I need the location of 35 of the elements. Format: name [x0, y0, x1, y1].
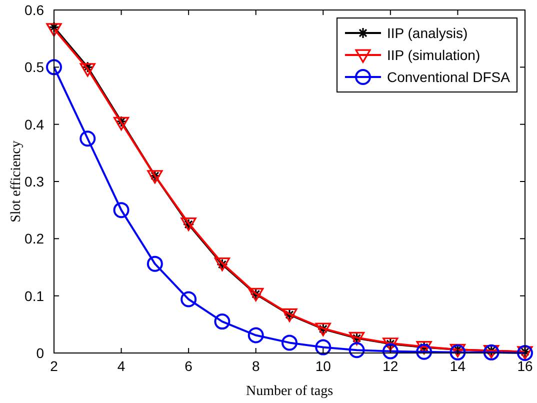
y-tick-label: 0.4 [24, 116, 44, 132]
point [315, 339, 332, 356]
point [416, 344, 432, 360]
x-tick-label: 4 [117, 358, 126, 374]
point [113, 116, 130, 130]
y-axis-title: Slot efficiency [9, 140, 24, 222]
point [80, 130, 96, 147]
point [113, 202, 130, 218]
point [80, 63, 96, 77]
y-tick-label: 0.3 [24, 174, 44, 190]
x-tick-label: 8 [252, 358, 260, 374]
point [282, 334, 298, 351]
legend-label: IIP (simulation) [387, 47, 480, 63]
x-axis-title: Number of tags [246, 384, 334, 399]
y-tick-label: 0.5 [24, 59, 44, 76]
point [214, 314, 230, 330]
point [46, 23, 62, 37]
y-tick-label: 0.2 [24, 230, 44, 247]
point [46, 59, 62, 76]
legend-label: IIP (analysis) [387, 25, 468, 41]
x-tick-label: 12 [382, 358, 398, 374]
y-tick-label: 0.6 [24, 2, 44, 18]
y-tick-label: 0 [36, 345, 44, 361]
x-tick-label: 6 [184, 358, 193, 374]
x-tick-label: 14 [450, 358, 466, 374]
legend-label: Conventional DFSA [387, 69, 511, 85]
point [180, 291, 197, 308]
x-tick-label: 2 [50, 358, 58, 374]
x-tick-label: 16 [517, 358, 533, 374]
point [382, 343, 398, 360]
point [248, 327, 264, 344]
point [146, 256, 163, 272]
y-tick-label: 0.1 [24, 288, 44, 304]
point [348, 342, 365, 358]
x-tick-label: 10 [315, 358, 332, 374]
